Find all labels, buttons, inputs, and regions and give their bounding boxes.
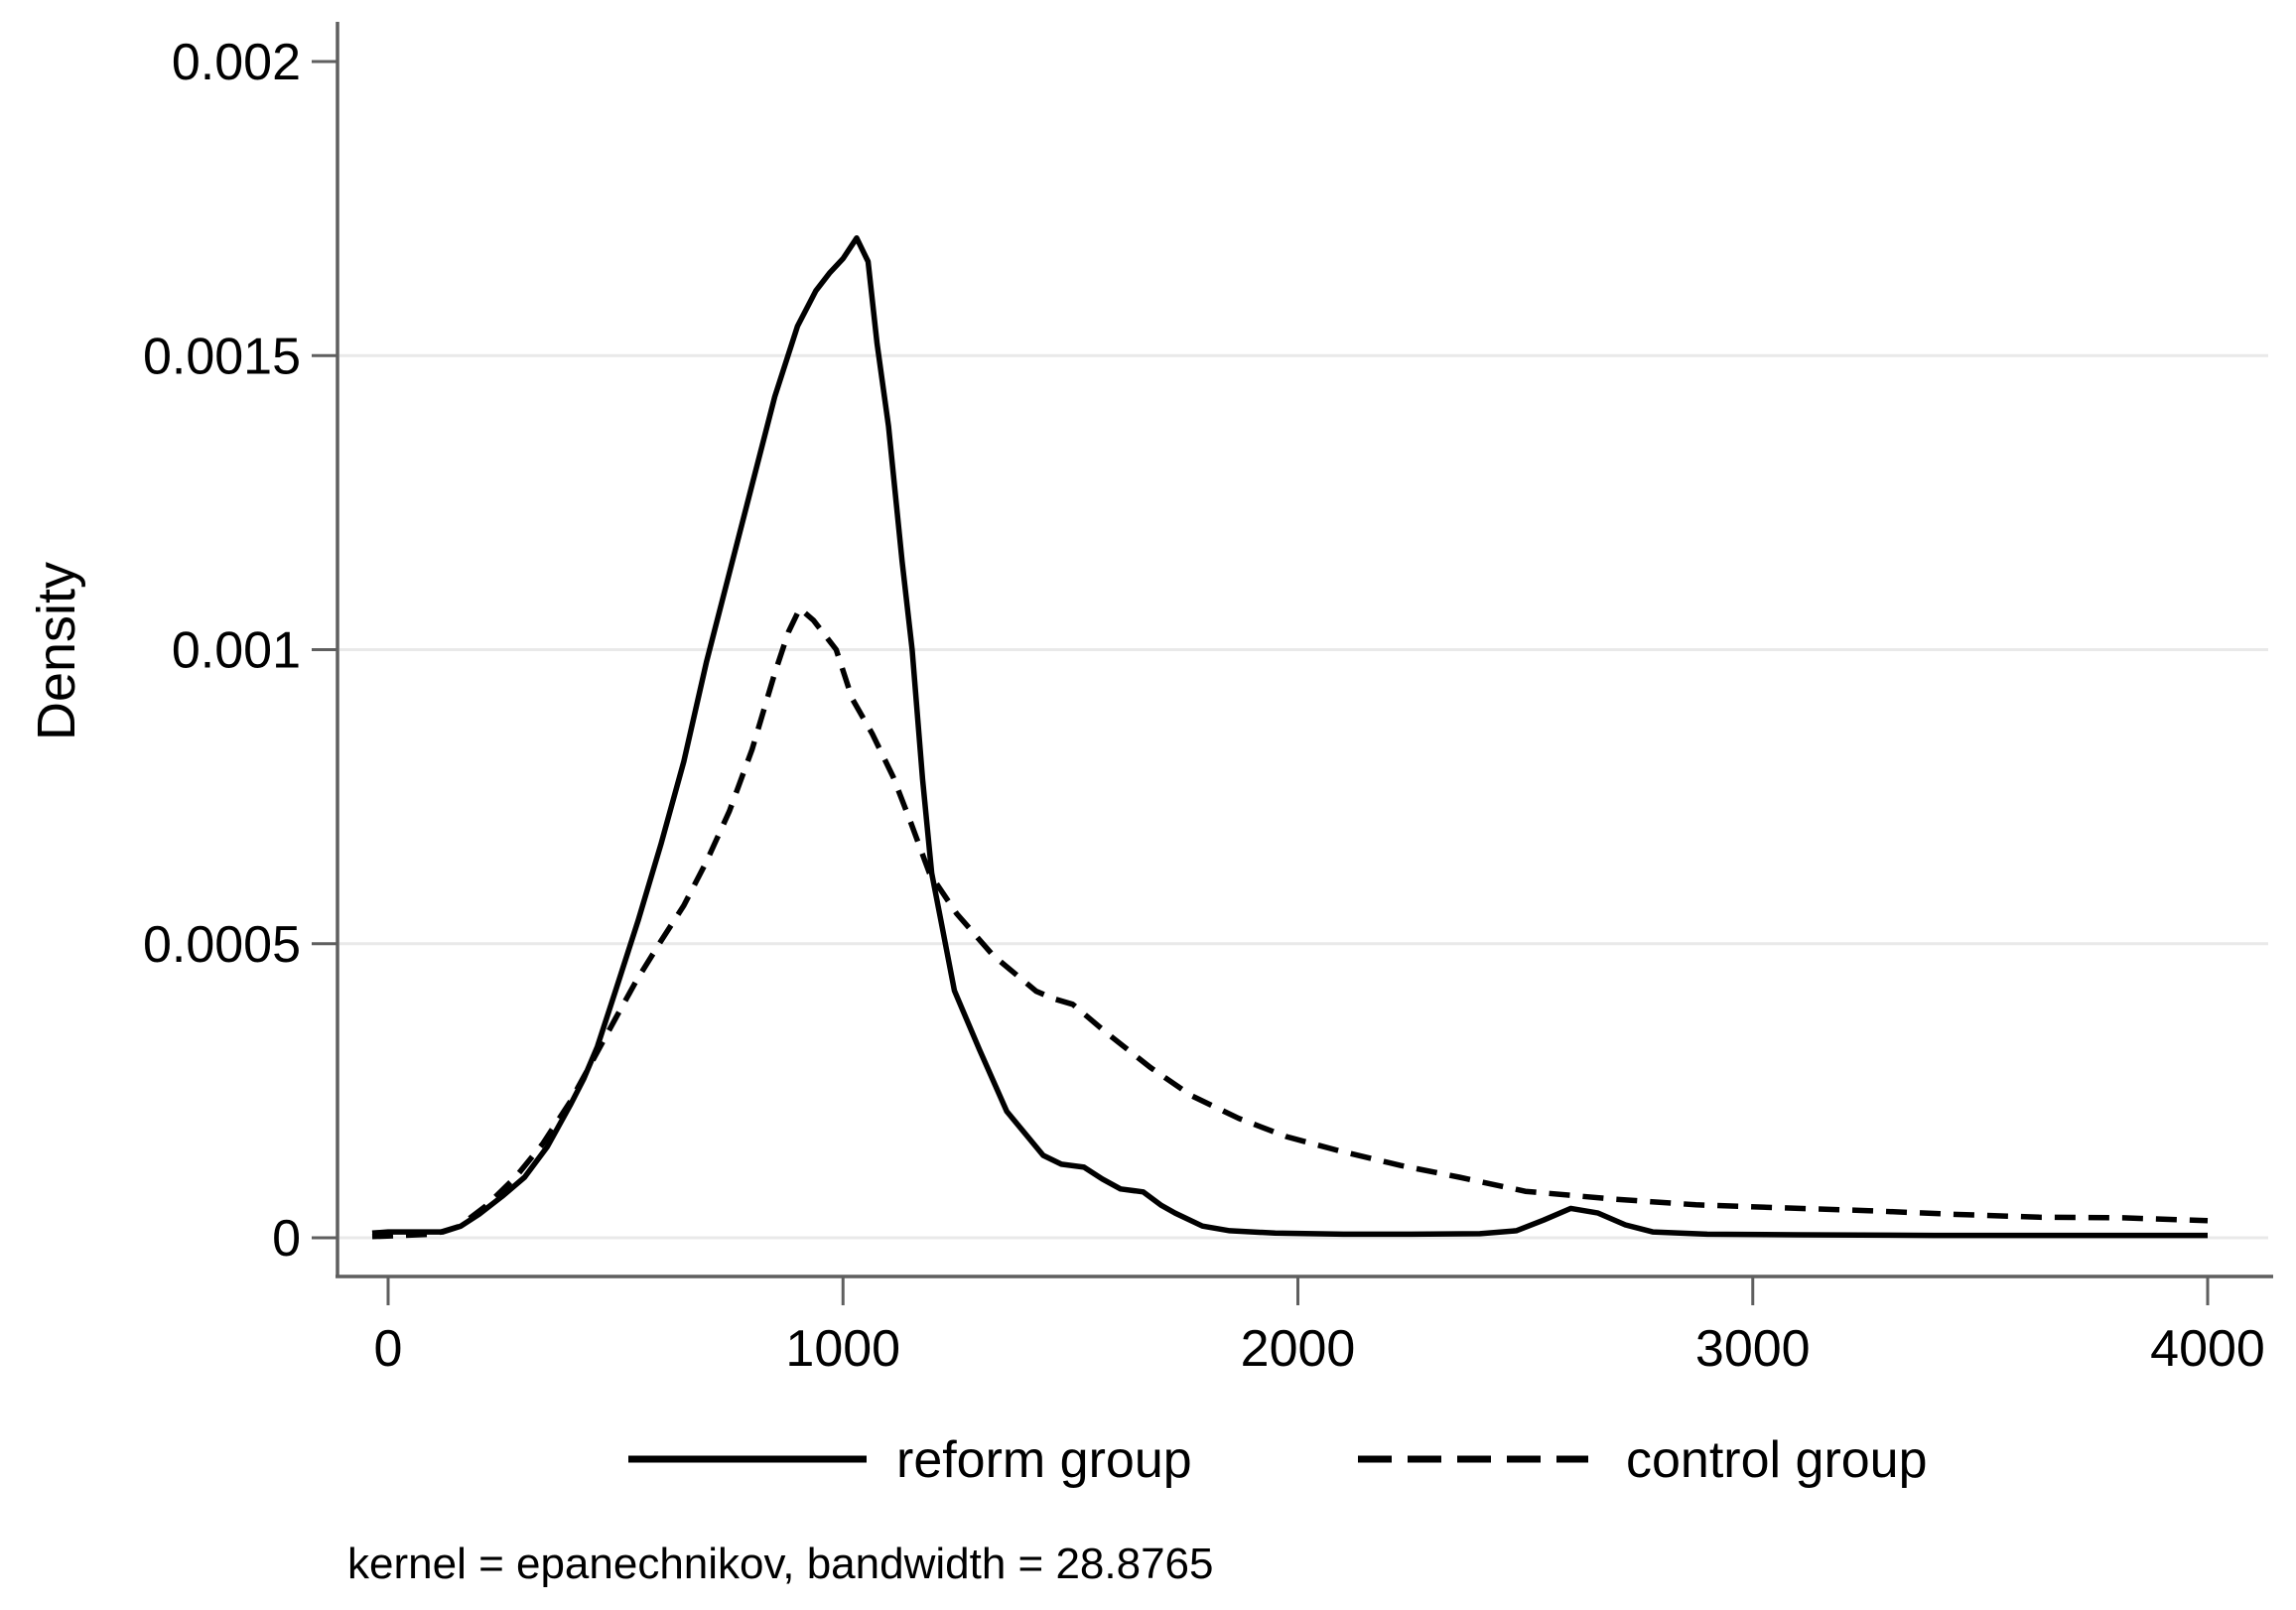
x-tick-label: 1000 [785,1320,900,1378]
legend-label-control: control group [1626,1431,1928,1489]
y-tick-label: 0.001 [172,622,301,680]
gridlines [339,353,2268,1240]
y-tick-label: 0.0005 [143,916,301,974]
control-group-curve [371,605,2209,1240]
y-tick-label: 0.0015 [143,328,301,385]
x-tick-label: 0 [374,1320,403,1378]
reform-group-curve [371,235,2208,1239]
kernel-bandwidth-note: kernel = epanechnikov, bandwidth = 28.87… [347,1540,1214,1588]
legend: reform group control group [628,1431,1928,1489]
x-tick-label: 3000 [1695,1320,1811,1378]
y-tick-label: 0 [272,1210,301,1268]
legend-label-reform: reform group [896,1431,1192,1489]
y-axis-title: Density [27,562,86,740]
x-tick-label: 4000 [2150,1320,2265,1378]
density-curves [371,235,2209,1240]
x-tick-label: 2000 [1241,1320,1356,1378]
y-tick-label: 0.002 [172,34,301,91]
y-axis-ticks: 0 0.0005 0.001 0.0015 0.002 [143,34,338,1268]
x-axis-ticks: 0 1000 2000 3000 4000 [374,1276,2265,1378]
